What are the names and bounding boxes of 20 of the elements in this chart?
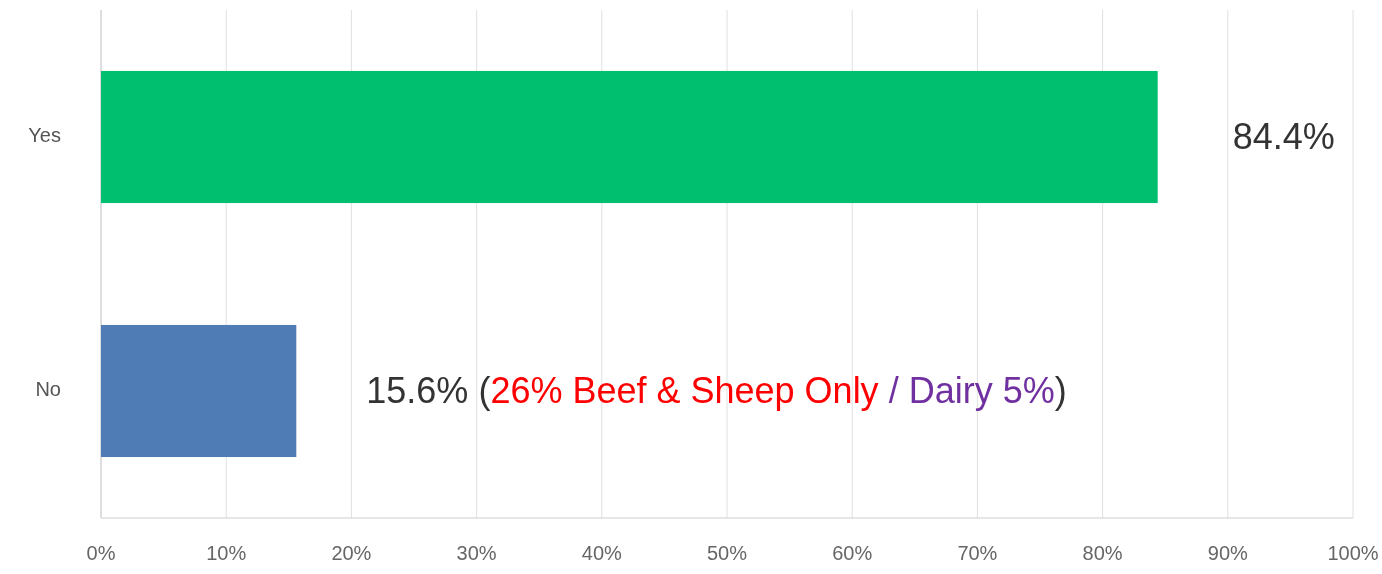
annotation: 26% Beef & Sheep Only	[490, 370, 879, 411]
y-tick-label: No	[35, 378, 61, 401]
x-tick-label: 0%	[86, 542, 116, 564]
x-tick-label: 60%	[832, 542, 873, 564]
x-tick-label: 70%	[957, 542, 998, 564]
x-tick-label: 40%	[581, 542, 623, 564]
annotation: Dairy 5%	[908, 370, 1055, 411]
x-tick-label: 10%	[206, 542, 247, 564]
x-tick-label: 50%	[706, 542, 748, 564]
x-tick-label: 30%	[456, 542, 497, 564]
x-tick-label: 100%	[1327, 542, 1379, 564]
y-tick-label: Yes	[28, 124, 61, 147]
data-label: 15.6%	[366, 370, 469, 411]
annotation: )	[1054, 370, 1067, 411]
annotation: (	[478, 370, 491, 411]
annotation: /	[888, 370, 899, 411]
data-label: 84.4%	[1232, 116, 1335, 157]
x-tick-label: 90%	[1207, 542, 1249, 564]
x-tick-label: 20%	[331, 542, 372, 564]
x-tick-label: 80%	[1082, 542, 1123, 564]
